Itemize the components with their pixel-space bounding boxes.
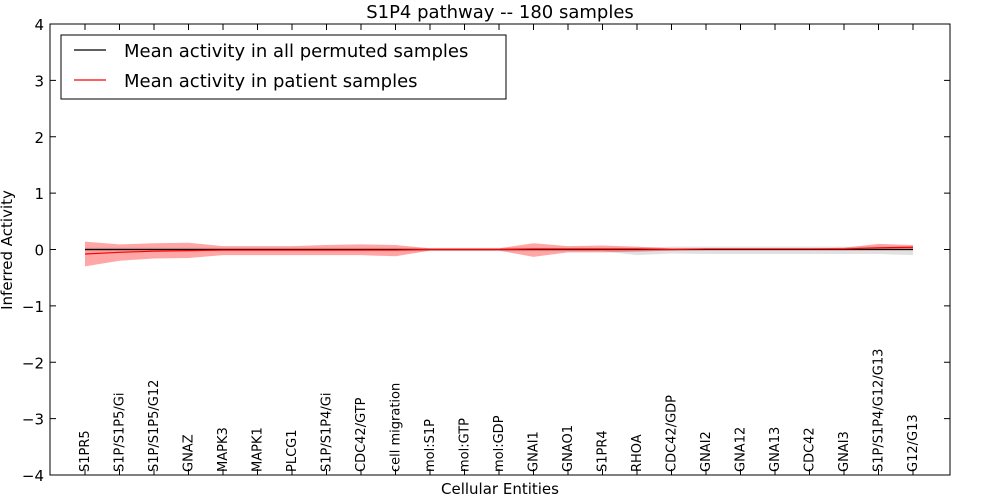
x-tick-label: GNAZ (182, 434, 197, 472)
x-tick-label: GNAI2 (699, 431, 714, 472)
x-tick-label: GNAI3 (837, 431, 852, 472)
x-tick-label: S1PR5 (78, 430, 93, 472)
x-tick-label: CDC42 (803, 427, 818, 472)
x-tick-label: S1P/S1P5/Gi (113, 393, 128, 472)
x-tick-label: MAPK1 (251, 427, 266, 472)
x-tick-label: S1P/S1P4/Gi (320, 393, 335, 472)
y-tick-label: −2 (22, 354, 44, 372)
y-axis-label: Inferred Activity (0, 190, 16, 310)
y-tick-label: −4 (22, 467, 44, 485)
x-tick-label: CDC42/GTP (354, 397, 369, 472)
y-tick-label: 2 (34, 129, 44, 147)
x-tick-label: G12/G13 (906, 414, 921, 472)
chart-title: S1P4 pathway -- 180 samples (366, 2, 634, 23)
y-tick-label: −1 (22, 298, 44, 316)
y-tick-label: 0 (34, 242, 44, 260)
y-tick-label: −3 (22, 411, 44, 429)
x-tick-label: GNAO1 (561, 425, 576, 472)
y-tick-label: 1 (34, 185, 44, 203)
x-tick-label: mol:S1P (423, 419, 438, 472)
y-tick-label: 3 (34, 72, 44, 90)
x-tick-label: S1PR4 (596, 430, 611, 472)
x-tick-label: S1P/S1P4/G12/G13 (872, 349, 887, 472)
y-tick-label: 4 (34, 16, 44, 34)
x-tick-label: mol:GTP (458, 418, 473, 472)
x-tick-label: PLCG1 (285, 429, 300, 472)
x-tick-label: MAPK3 (216, 427, 231, 472)
legend: Mean activity in all permuted samples Me… (60, 34, 507, 100)
y-axis: −4 −3 −2 −1 0 1 2 3 4 (22, 16, 950, 485)
x-tick-label: mol:GDP (492, 415, 507, 472)
x-tick-label: S1P/S1P5/G12 (147, 380, 162, 472)
x-tick-label: CDC42/GDP (665, 395, 680, 472)
series-band-1 (85, 241, 913, 267)
x-tick-label: GNA13 (768, 427, 783, 472)
x-tick-label: cell migration (389, 383, 404, 472)
series-line-1 (84, 246, 914, 255)
x-tick-label: GNA12 (734, 427, 749, 472)
x-tick-label: GNAI1 (527, 431, 542, 472)
x-axis: S1PR5 S1P/S1P5/Gi S1P/S1P5/G12 GNAZ MAPK3 MAP… (78, 24, 921, 475)
legend-box (60, 34, 507, 100)
x-axis-label: Cellular Entities (441, 480, 559, 498)
legend-label-patient: Mean activity in patient samples (124, 71, 418, 92)
legend-label-permuted: Mean activity in all permuted samples (124, 41, 468, 62)
x-tick-label: RHOA (630, 434, 645, 472)
plot-area (84, 241, 914, 267)
